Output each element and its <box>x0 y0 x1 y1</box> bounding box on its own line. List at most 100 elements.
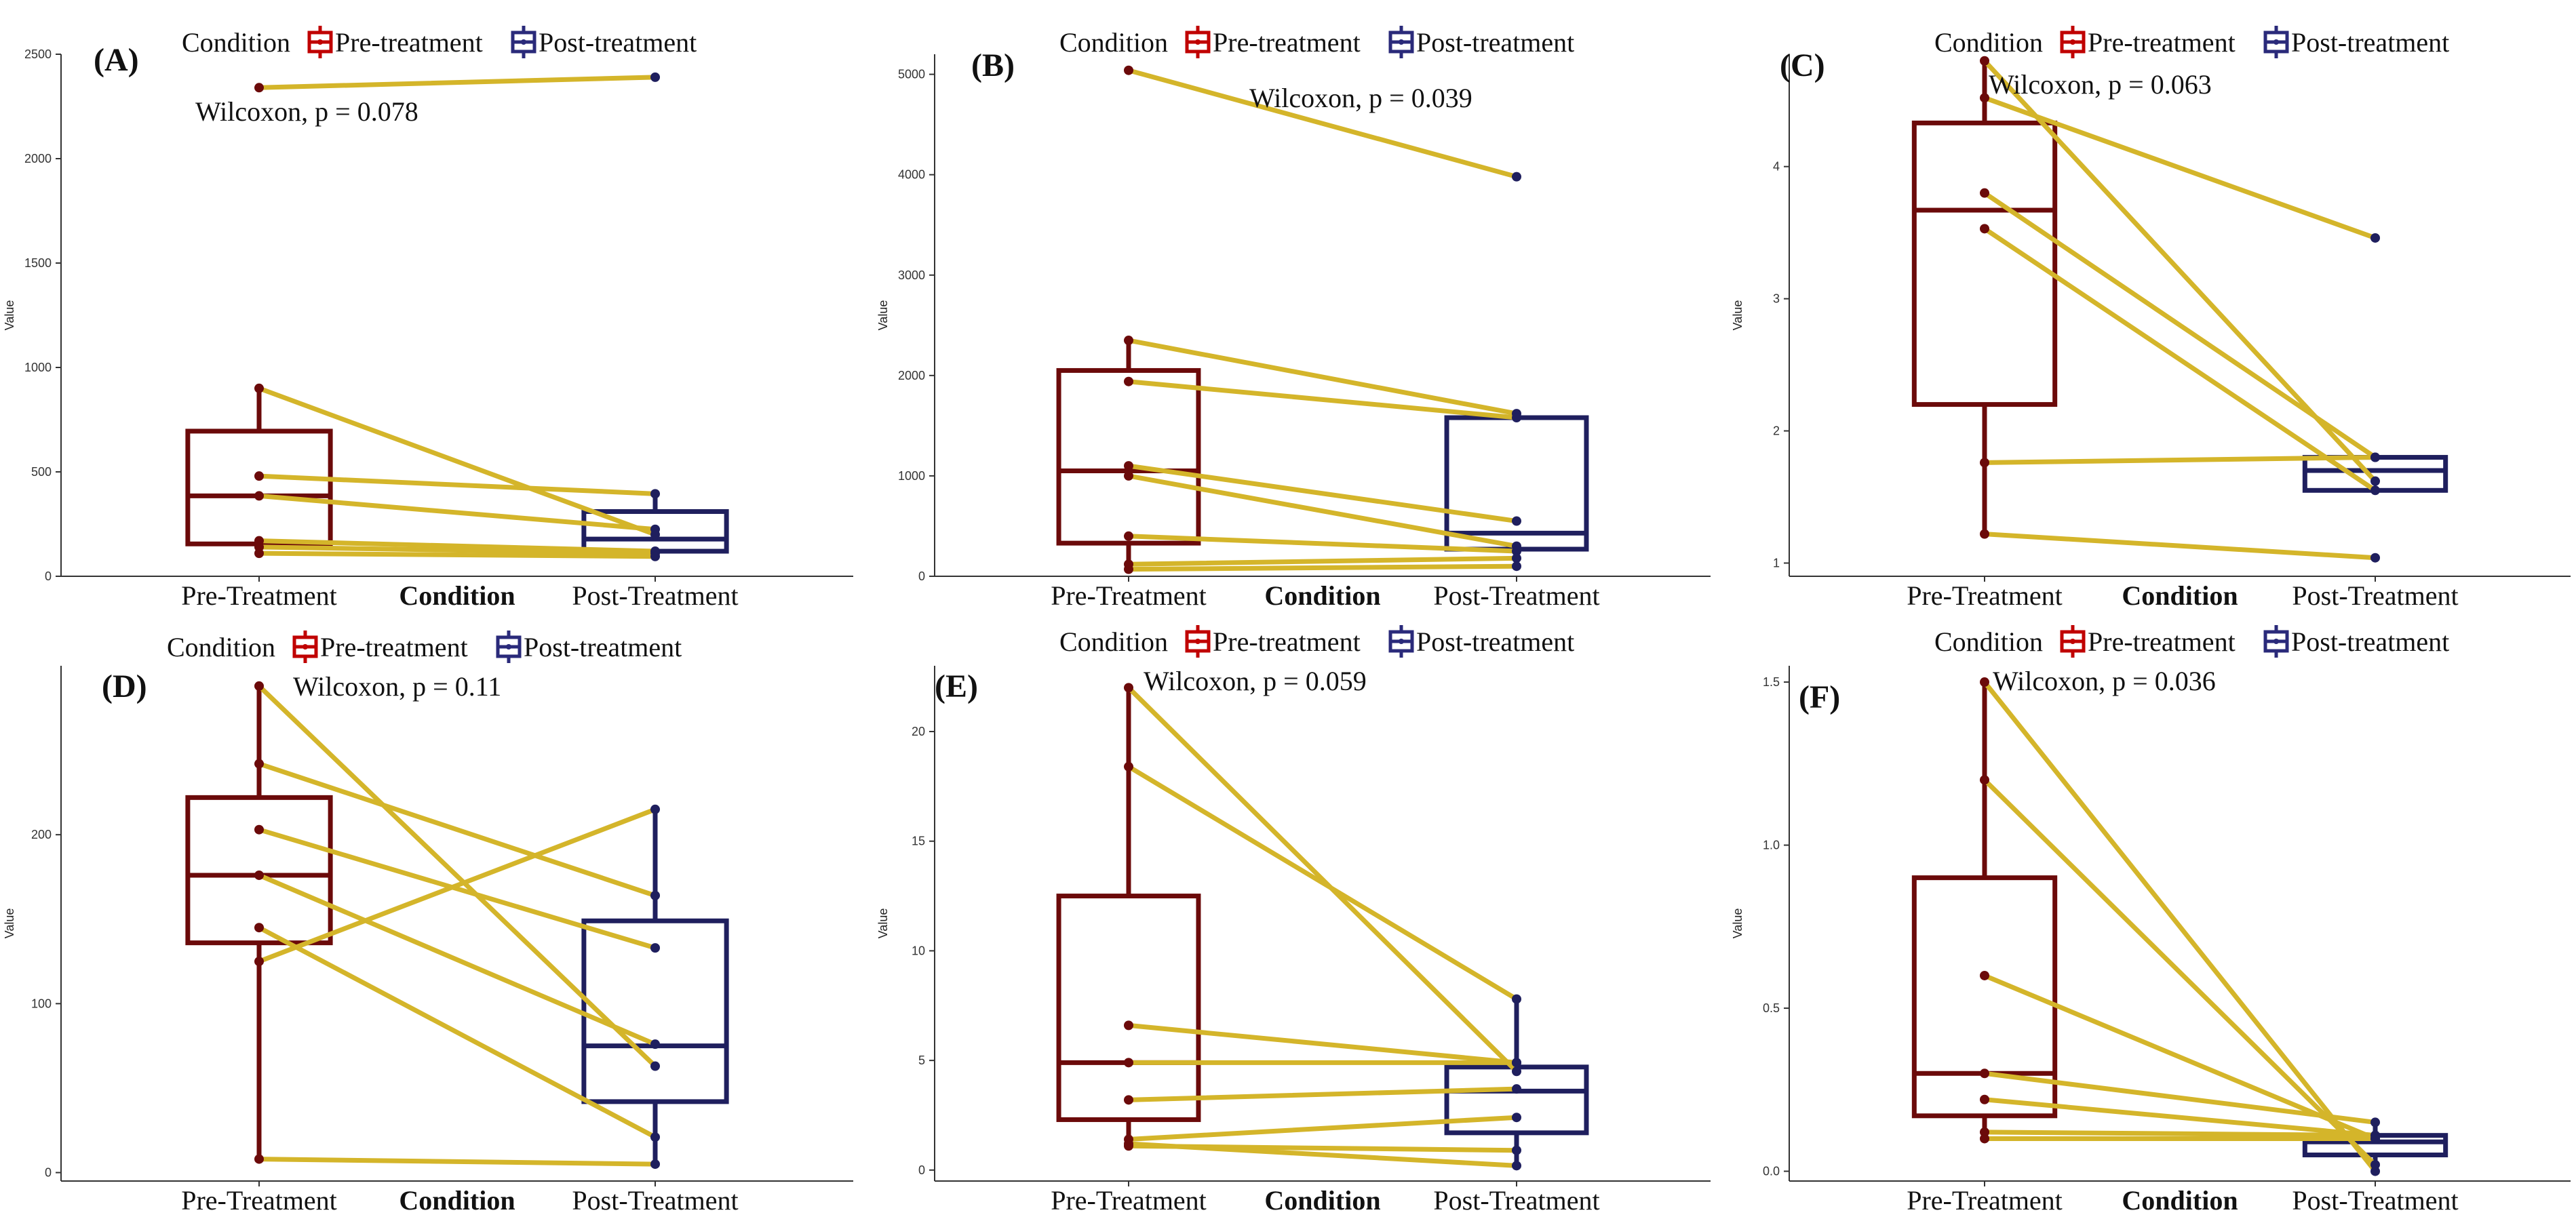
point-pre <box>1980 529 1989 539</box>
paired-line <box>1126 764 1519 1002</box>
y-tick-label: 2000 <box>898 369 925 382</box>
box-iqr <box>1911 120 2058 407</box>
paired-line <box>256 807 658 964</box>
legend: Condition Pre-treatment Post-treatment <box>1934 625 2449 658</box>
legend: Condition Pre-treatment Post-treatment <box>182 26 697 58</box>
paired-line <box>256 925 658 1140</box>
legend: Condition Pre-treatment Post-treatment <box>1934 26 2449 58</box>
point-post <box>1512 546 1521 556</box>
paired-line <box>1982 777 2378 1167</box>
legend-label-pre: Pre-treatment <box>320 632 468 662</box>
point-pre <box>254 548 264 559</box>
panel-c: 1 2 3 4 Value Pre-Treatment Post-Treatment Cond… <box>1731 26 2571 611</box>
point-pre <box>1980 458 1989 468</box>
y-axis-title: Value <box>876 300 890 331</box>
stat-annotation: Wilcoxon, p = 0.059 <box>1144 666 1367 696</box>
y-tick-label: 0 <box>45 1166 52 1180</box>
point-post <box>650 489 660 499</box>
y-tick-label: 0 <box>918 569 925 583</box>
point-post <box>650 551 660 561</box>
point-pre <box>1124 564 1133 574</box>
point-post <box>2370 233 2380 243</box>
box-pre-treatment <box>185 685 333 1159</box>
y-tick-label: 0 <box>45 569 52 583</box>
x-category-label: Pre-Treatment <box>181 1185 337 1216</box>
paired-lines <box>256 75 658 559</box>
point-post <box>2370 1134 2380 1144</box>
legend-label-pre: Pre-treatment <box>1213 27 1361 58</box>
point-post <box>1512 994 1521 1004</box>
point-pre <box>1124 1095 1133 1105</box>
y-axis-title: Value <box>3 300 16 331</box>
paired-line <box>1126 379 1519 420</box>
y-tick-label: 1500 <box>24 256 52 270</box>
paired-line <box>1126 473 1519 549</box>
paired-lines <box>256 683 658 1167</box>
legend-key-post <box>511 26 536 58</box>
box-iqr <box>1056 894 1201 1122</box>
paired-line <box>256 1157 658 1167</box>
legend: Condition Pre-treatment Post-treatment <box>1059 625 1574 658</box>
point-pre <box>1124 65 1133 75</box>
paired-line <box>256 473 658 496</box>
y-tick-label: 1.0 <box>1763 839 1780 852</box>
y-tick-label: 4 <box>1773 160 1780 174</box>
x-category-label: Post-Treatment <box>572 1185 738 1216</box>
point-post <box>1512 172 1521 182</box>
y-tick-label: 3000 <box>898 268 925 282</box>
y-tick-label: 1 <box>1773 557 1780 570</box>
paired-line <box>1982 455 2378 465</box>
point-pre <box>1124 683 1133 693</box>
paired-lines <box>1126 68 1519 572</box>
point-pre <box>1980 970 1989 980</box>
paired-lines <box>1982 58 2378 561</box>
x-category-label: Post-Treatment <box>1433 1185 1599 1216</box>
panel-label: (D) <box>102 668 147 704</box>
box-iqr <box>1056 367 1201 546</box>
paired-line <box>1982 95 2378 241</box>
point-pre <box>1124 336 1133 346</box>
x-category-label: Pre-Treatment <box>1051 580 1207 611</box>
stat-annotation: Wilcoxon, p = 0.078 <box>195 96 418 127</box>
x-axis-title: Condition <box>1264 1185 1380 1216</box>
point-post <box>2370 1159 2380 1170</box>
point-pre <box>1980 1134 1989 1144</box>
point-post <box>1512 1145 1521 1155</box>
y-axis-title: Value <box>1731 908 1744 939</box>
point-post <box>1512 413 1521 423</box>
y-tick-label: 20 <box>912 725 925 738</box>
point-pre <box>1124 1139 1133 1149</box>
point-post <box>650 1061 660 1071</box>
point-pre <box>1124 376 1133 386</box>
legend-label-post: Post-treatment <box>1416 626 1574 657</box>
y-tick-label: 0.5 <box>1763 1001 1780 1015</box>
paired-line <box>256 75 658 90</box>
paired-line <box>256 761 658 898</box>
box-iqr <box>1444 415 1589 552</box>
legend-label-pre: Pre-treatment <box>2088 626 2236 657</box>
point-post <box>650 1159 660 1170</box>
x-category-label: Pre-Treatment <box>1051 1185 1207 1216</box>
box-iqr <box>185 795 333 946</box>
x-axis-title: Condition <box>399 580 515 611</box>
paired-line <box>1126 338 1519 416</box>
point-pre <box>254 759 264 769</box>
point-post <box>650 804 660 814</box>
panel-label: (C) <box>1780 47 1825 83</box>
x-axis-title: Condition <box>2122 1185 2238 1216</box>
point-pre <box>1980 775 1989 785</box>
x-category-label: Post-Treatment <box>2292 580 2458 611</box>
point-pre <box>1980 1127 1989 1137</box>
point-pre <box>1980 1094 1989 1104</box>
x-category-label: Post-Treatment <box>1433 580 1599 611</box>
point-post <box>2370 1166 2380 1176</box>
point-pre <box>1124 1020 1133 1031</box>
point-post <box>2370 1117 2380 1127</box>
legend-title: Condition <box>182 27 290 58</box>
paired-line <box>1126 534 1519 554</box>
paired-line <box>1126 68 1519 180</box>
x-category-label: Post-Treatment <box>572 580 738 611</box>
point-pre <box>1980 677 1989 687</box>
panel-label: (A) <box>94 42 139 78</box>
y-tick-label: 2 <box>1773 424 1780 438</box>
